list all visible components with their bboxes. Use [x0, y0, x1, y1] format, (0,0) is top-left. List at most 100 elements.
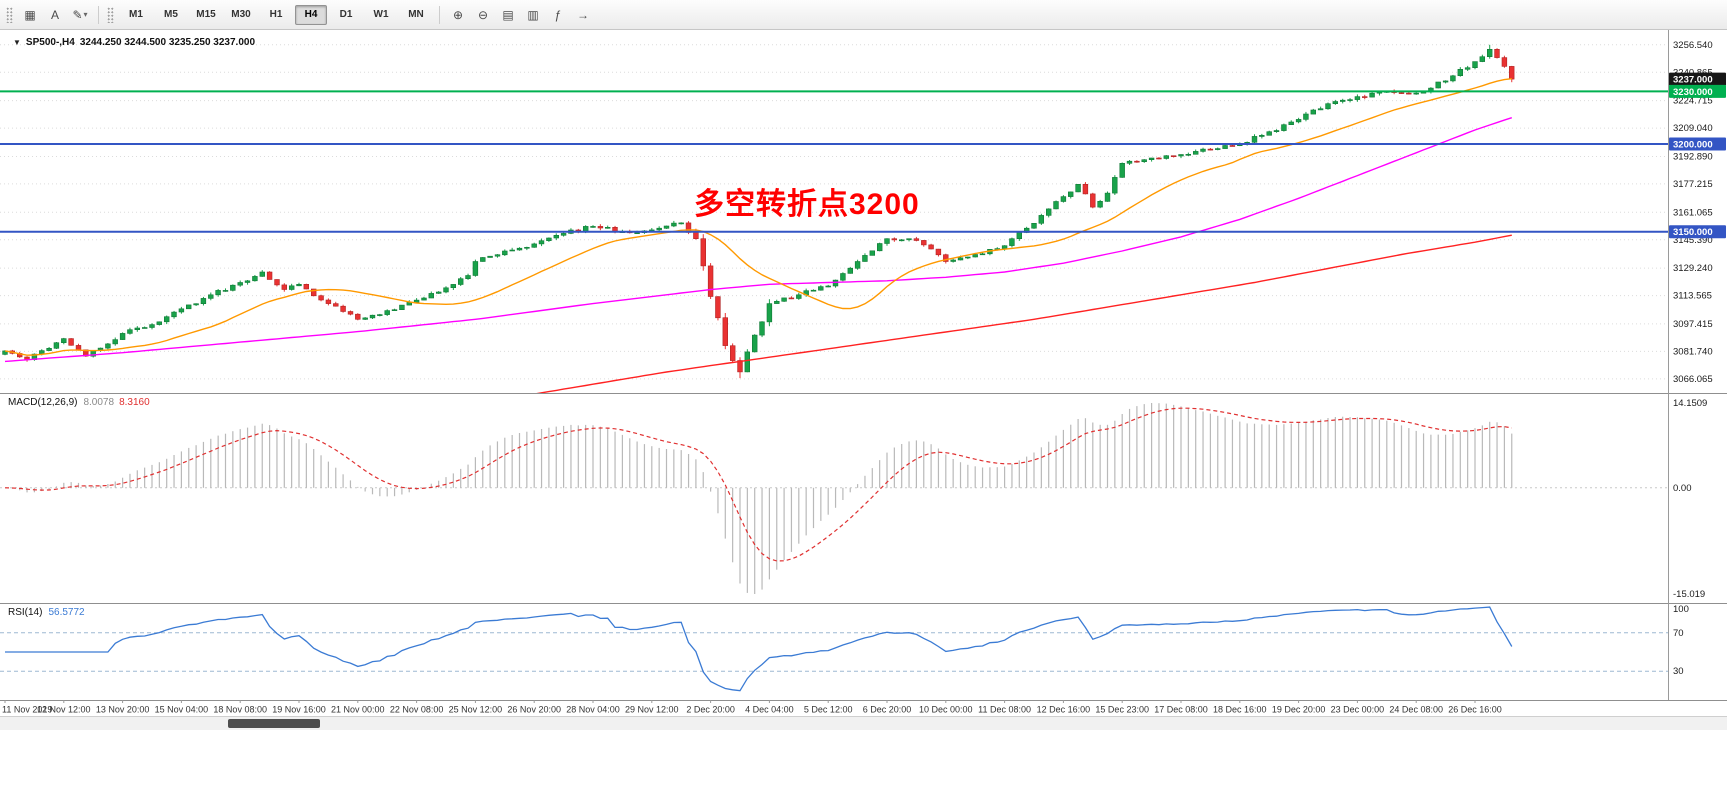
candle-body — [112, 339, 118, 345]
price-axis-label: 3224.715 — [1673, 96, 1713, 107]
date-axis-label: 2 Dec 20:00 — [686, 705, 735, 715]
candle-body — [46, 347, 52, 351]
candle-body — [384, 310, 390, 315]
date-axis-label: 29 Nov 12:00 — [625, 705, 679, 715]
chart-annotation-text[interactable]: 多空转折点3200 — [694, 188, 920, 221]
date-axis-label: 13 Nov 20:00 — [96, 705, 150, 715]
rsi-line — [5, 606, 1513, 692]
candle-body — [634, 232, 640, 234]
candle-body — [303, 284, 309, 290]
candle-body — [1046, 208, 1052, 216]
timeframe-button-d1[interactable]: D1 — [339, 9, 353, 20]
timeframe-button-m1[interactable]: M1 — [129, 9, 143, 20]
candle-body — [164, 316, 170, 323]
candle-body — [509, 249, 515, 252]
candle-body — [906, 238, 912, 241]
svg-text:3237.000: 3237.000 — [1673, 75, 1713, 86]
candle-body — [707, 265, 714, 297]
timeframe-button-mn[interactable]: MN — [408, 9, 424, 20]
chart-shift-icon[interactable]: → — [577, 7, 589, 22]
collapse-ohlc-icon[interactable]: ▼ — [13, 38, 21, 47]
price-axis-label: 3192.890 — [1673, 152, 1713, 163]
draw-arrow-icon[interactable]: ✎ ▾ — [72, 7, 88, 22]
candle-body — [252, 276, 258, 282]
candle-body — [678, 222, 684, 225]
candle-body — [957, 257, 964, 261]
candle-body — [421, 297, 427, 301]
tile-vertical-icon[interactable]: ▥ — [527, 7, 539, 22]
candle-body — [1075, 184, 1081, 193]
price-axis[interactable]: 3256.5403240.8653224.7153209.0403192.890… — [1669, 40, 1726, 677]
timeframe-button-m15[interactable]: M15 — [196, 9, 216, 20]
tile-horizontal-icon[interactable]: ▤ — [502, 7, 514, 22]
svg-text:3200.000: 3200.000 — [1673, 140, 1713, 151]
candle-body — [1178, 154, 1184, 157]
candle-body — [876, 243, 883, 252]
candle-body — [1112, 177, 1118, 194]
candle-body — [1016, 232, 1023, 239]
candle-body — [1038, 215, 1045, 224]
candle-body — [310, 288, 317, 297]
date-axis-label: 11 Dec 08:00 — [978, 705, 1031, 715]
candle-body — [178, 308, 185, 313]
candle-body — [142, 327, 148, 329]
timeframe-button-h4[interactable]: H4 — [295, 4, 327, 25]
timeframe-button-w1[interactable]: W1 — [373, 9, 389, 20]
candle-body — [222, 290, 229, 292]
candle-body — [538, 240, 545, 245]
macd-signal-line — [4, 407, 1512, 562]
date-axis-label: 26 Dec 16:00 — [1448, 705, 1502, 715]
zoom-in-icon[interactable]: ⊕ — [452, 7, 464, 22]
chart-canvas[interactable]: 3256.5403240.8653224.7153209.0403192.890… — [0, 30, 1727, 716]
candle-body — [1354, 96, 1361, 100]
slow-ma-line — [536, 234, 1512, 393]
date-axis-label: 15 Dec 23:00 — [1095, 705, 1149, 715]
price-axis-label: 3161.065 — [1673, 207, 1713, 218]
zoom-out-icon[interactable]: ⊖ — [477, 7, 489, 22]
candle-body — [1222, 145, 1228, 149]
candle-body — [266, 271, 273, 280]
candle-body — [751, 334, 758, 353]
candle-body — [399, 304, 405, 311]
candle-body — [1031, 223, 1037, 229]
candle-body — [597, 226, 604, 229]
timeframe-button-m5[interactable]: M5 — [164, 9, 178, 20]
candle-body — [1494, 48, 1500, 58]
text-label-icon[interactable]: A — [50, 7, 59, 22]
candle-body — [1134, 160, 1140, 163]
candle-body — [693, 232, 699, 239]
indicators-icon[interactable]: ƒ — [554, 7, 562, 22]
date-axis-label: 26 Nov 20:00 — [507, 705, 561, 715]
horizontal-lines[interactable] — [0, 90, 1668, 233]
scrollbar-handle[interactable] — [228, 719, 320, 728]
toolbar-drag-handle[interactable] — [6, 6, 13, 23]
horizontal-scrollbar[interactable] — [0, 716, 1727, 730]
price-tag-3230.000[interactable]: 3230.000 — [1669, 84, 1726, 98]
candle-body — [68, 338, 74, 346]
candle-body — [1126, 160, 1133, 164]
price-axis-label: 3066.065 — [1673, 374, 1713, 385]
timeframe-button-m30[interactable]: M30 — [231, 9, 251, 20]
candle-body — [369, 314, 376, 319]
candle-body — [428, 293, 434, 299]
candle-body — [156, 321, 162, 325]
candle-body — [847, 267, 854, 274]
toolbar-drag-handle[interactable] — [107, 6, 114, 23]
rsi-indicator-label: RSI(14) 56.5772 — [8, 607, 85, 618]
candle-body — [935, 248, 942, 256]
candle-body — [737, 360, 743, 373]
candle-body — [325, 299, 332, 304]
candle-body — [1406, 92, 1412, 95]
svg-text:3230.000: 3230.000 — [1673, 87, 1713, 98]
timeframe-button-h1[interactable]: H1 — [269, 9, 283, 20]
candle-body — [1170, 155, 1177, 157]
price-tag-3200.000[interactable]: 3200.000 — [1669, 137, 1726, 151]
price-tag-3237.000[interactable]: 3237.000 — [1669, 72, 1726, 86]
price-tag-3150.000[interactable]: 3150.000 — [1669, 225, 1726, 239]
candle-body — [1442, 80, 1449, 83]
candle-body — [1340, 99, 1346, 102]
candle-body — [1156, 157, 1162, 160]
candle-body — [1163, 155, 1170, 159]
chart-grid-icon[interactable]: ▦ — [24, 7, 36, 22]
